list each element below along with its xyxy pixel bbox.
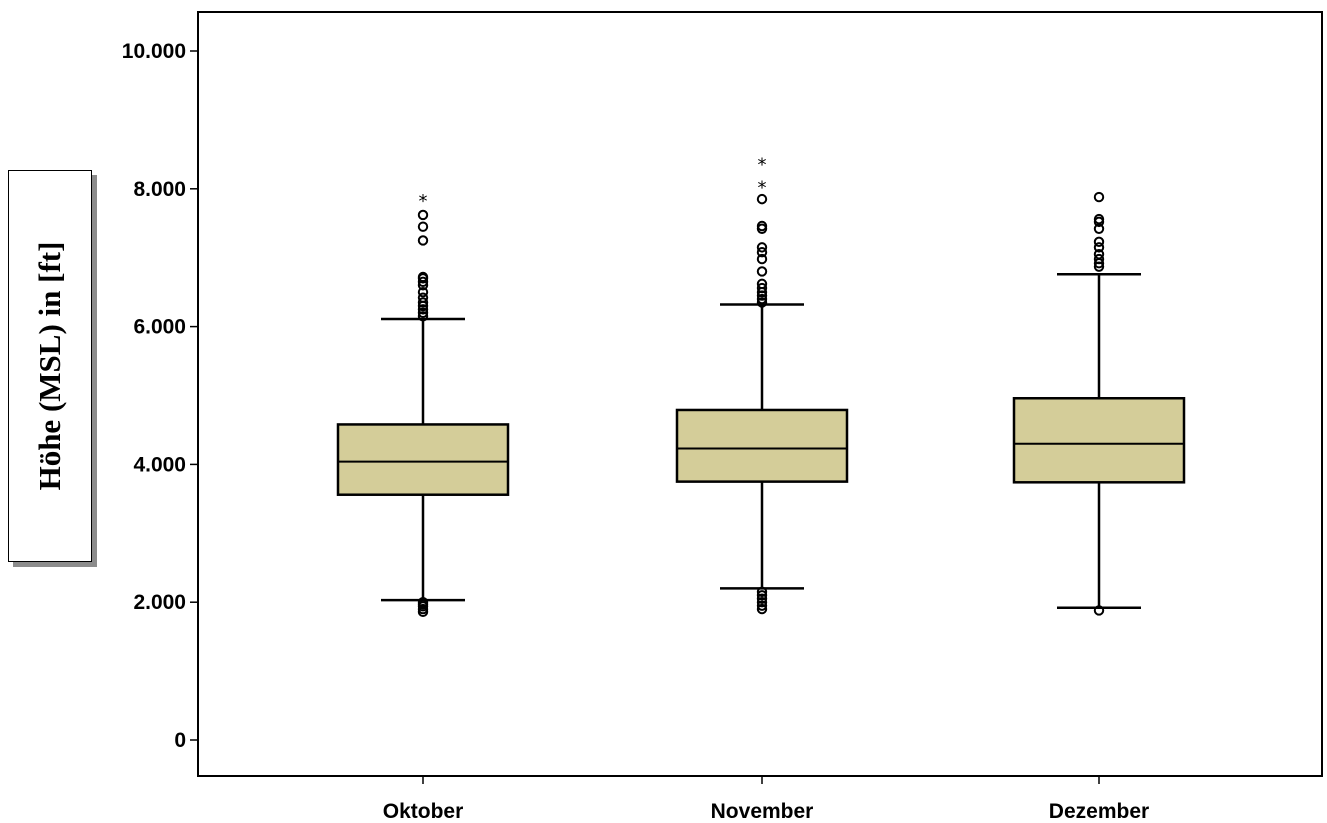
outlier-point xyxy=(756,593,768,604)
outlier-point xyxy=(417,292,429,303)
outlier-point xyxy=(417,235,429,246)
x-tick-label: Oktober xyxy=(383,800,464,823)
outlier-point xyxy=(756,293,768,305)
y-tick-label: 2.000 xyxy=(133,591,186,614)
outlier-point xyxy=(417,297,429,308)
outlier-point xyxy=(1093,223,1105,234)
outlier-point xyxy=(756,586,768,598)
y-tick-label: 6.000 xyxy=(133,316,186,339)
plot-frame xyxy=(197,11,1323,777)
outlier-point xyxy=(756,590,768,601)
outlier-point xyxy=(756,253,768,265)
outlier-point xyxy=(417,209,429,221)
outlier-point xyxy=(417,271,429,283)
outlier-point xyxy=(756,220,768,232)
y-tick-label: 4.000 xyxy=(133,453,186,476)
outlier-point xyxy=(756,603,768,615)
outlier-point xyxy=(1093,242,1105,253)
outlier-point xyxy=(417,276,429,288)
outlier-point xyxy=(417,221,429,232)
outlier-point xyxy=(756,246,768,258)
outlier-point xyxy=(417,307,429,319)
outlier-point xyxy=(1093,249,1105,260)
x-tick-label: November xyxy=(711,800,814,823)
outlier-point xyxy=(756,266,768,277)
outlier-point xyxy=(417,286,429,298)
outlier-point xyxy=(417,597,429,608)
outlier-point xyxy=(417,304,429,315)
extreme-outlier-point: * xyxy=(758,155,767,176)
extreme-outlier-point: * xyxy=(758,177,767,198)
outlier-point xyxy=(1093,191,1105,203)
x-tick-label: Dezember xyxy=(1049,800,1149,823)
outlier-point xyxy=(1093,253,1105,265)
box xyxy=(1012,397,1186,484)
outlier-point xyxy=(756,597,768,608)
outlier-point xyxy=(756,282,768,294)
extreme-outlier-point: * xyxy=(419,191,428,212)
outlier-point xyxy=(417,311,429,322)
y-tick-label: 10.000 xyxy=(122,40,186,63)
outlier-point xyxy=(756,278,768,290)
outlier-point xyxy=(756,297,768,308)
outlier-point xyxy=(756,242,768,253)
y-axis-label-box: Höhe (MSL) in [ft] xyxy=(8,170,92,562)
box xyxy=(675,408,849,483)
outlier-point xyxy=(1093,213,1105,225)
outlier-point xyxy=(756,600,768,611)
outlier-point xyxy=(1093,605,1105,616)
outlier-point xyxy=(1093,236,1105,248)
outlier-point xyxy=(756,193,768,205)
box xyxy=(336,423,510,496)
y-tick-label: 8.000 xyxy=(133,178,186,201)
y-tick-label: 0 xyxy=(174,729,186,752)
